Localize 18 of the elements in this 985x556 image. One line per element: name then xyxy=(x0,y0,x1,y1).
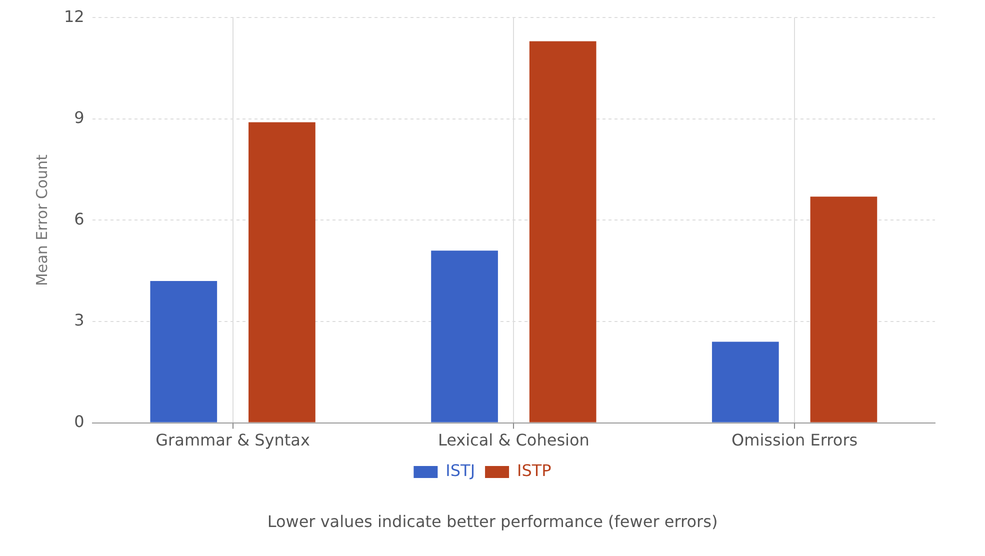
y-tick-label: 0 xyxy=(74,412,84,431)
legend-label: ISTJ xyxy=(446,461,476,480)
bar xyxy=(248,122,316,422)
y-tick-label: 12 xyxy=(64,6,84,26)
y-tick-label: 9 xyxy=(74,108,84,128)
x-tick-label: Grammar & Syntax xyxy=(156,430,310,450)
y-tick-label: 6 xyxy=(74,209,84,228)
y-tick-label: 3 xyxy=(74,310,84,330)
bar xyxy=(529,41,596,422)
legend-label: ISTP xyxy=(517,461,552,480)
x-tick-label: Lexical & Cohesion xyxy=(438,430,590,450)
x-tick-label: Omission Errors xyxy=(732,430,858,450)
bar xyxy=(712,342,779,422)
bar xyxy=(810,196,878,422)
bar xyxy=(431,250,498,422)
text: Lower values indicate better performance (fewer errors) xyxy=(266,512,719,531)
bar xyxy=(150,280,218,422)
y-axis-title: Mean Error Count xyxy=(32,154,51,286)
